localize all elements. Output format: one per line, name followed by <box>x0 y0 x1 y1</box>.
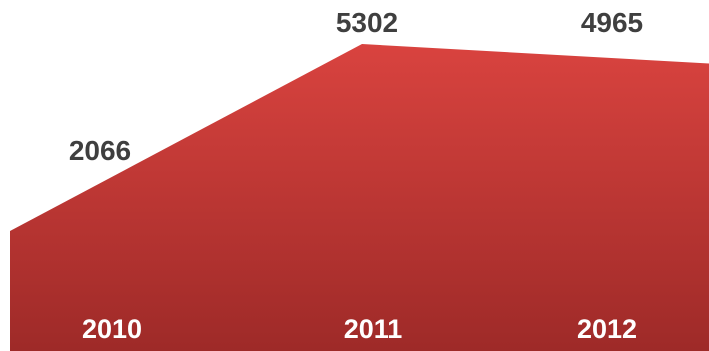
area-fill <box>10 44 709 351</box>
data-label-2012: 4965 <box>581 7 643 38</box>
data-label-2010: 2066 <box>69 135 131 166</box>
category-label-2010: 2010 <box>82 314 142 344</box>
category-label-2011: 2011 <box>344 314 403 344</box>
data-label-2011: 5302 <box>336 7 398 38</box>
category-label-2012: 2012 <box>577 314 637 344</box>
category-labels: 2010 2011 2012 <box>82 314 637 344</box>
area-series <box>10 44 709 351</box>
data-labels: 2066 5302 4965 <box>69 7 643 166</box>
